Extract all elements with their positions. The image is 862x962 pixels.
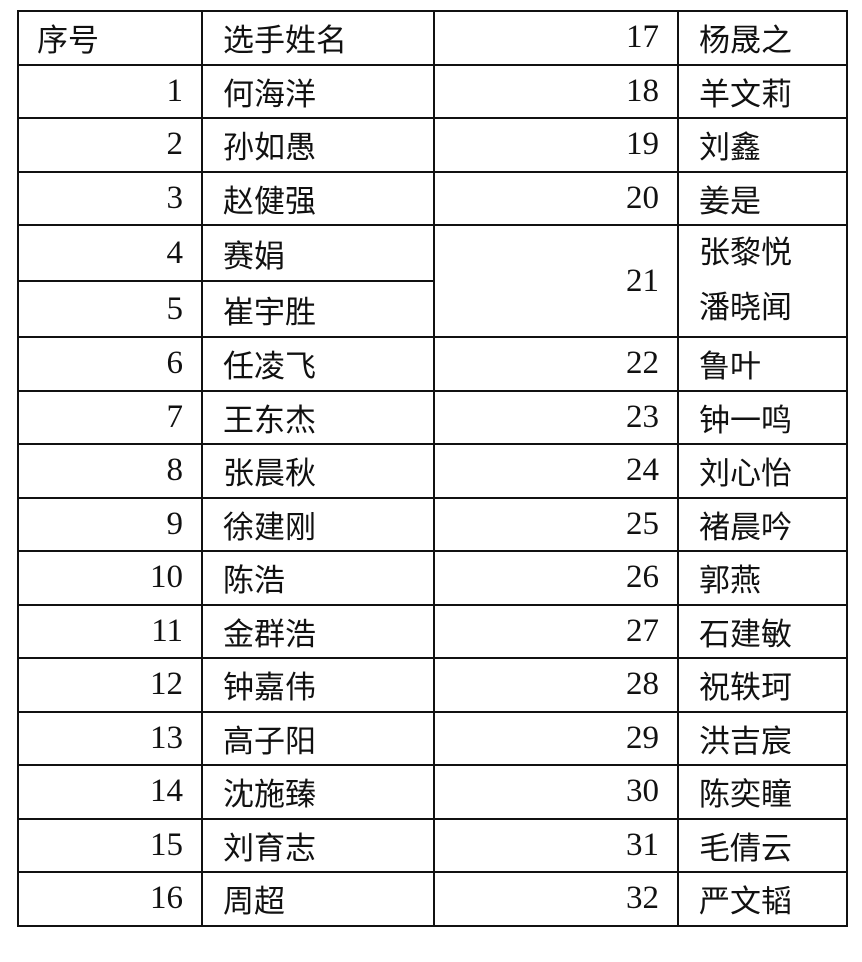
cell-number: 5 — [17, 280, 203, 338]
table-row: 15 刘育志 31 毛倩云 — [17, 817, 848, 873]
cell-number: 9 — [17, 496, 203, 552]
cell-number: 25 — [433, 496, 679, 552]
cell-number: 23 — [433, 389, 679, 445]
table-row: 5 崔宇胜 — [17, 280, 847, 338]
cell-name: 张晨秋 — [201, 443, 435, 499]
cell-number: 28 — [433, 657, 679, 713]
cell-name: 严文韬 — [677, 871, 848, 927]
table-row: 9 徐建刚 25 褚晨吟 — [17, 496, 848, 552]
cell-number: 22 — [433, 336, 679, 392]
cell-name: 周超 — [201, 871, 435, 927]
cell-number: 12 — [17, 657, 203, 713]
cell-name: 徐建刚 — [201, 496, 435, 552]
contestant-name: 张黎悦 — [699, 235, 792, 271]
cell-name: 高子阳 — [201, 710, 435, 766]
cell-name: 刘鑫 — [677, 117, 848, 173]
table-row: 12 钟嘉伟 28 祝轶珂 — [17, 657, 848, 713]
cell-name: 张黎悦 潘晓闻 — [677, 224, 848, 338]
cell-name: 褚晨吟 — [677, 496, 848, 552]
cell-number: 29 — [433, 710, 679, 766]
cell-name: 王东杰 — [201, 389, 435, 445]
cell-name: 赵健强 — [201, 170, 435, 226]
cell-number: 32 — [433, 871, 679, 927]
cell-number: 21 — [433, 224, 679, 338]
table-row: 11 金群浩 27 石建敏 — [17, 603, 848, 659]
cell-name: 金群浩 — [201, 603, 435, 659]
cell-number: 8 — [17, 443, 203, 499]
cell-name: 赛娟 — [201, 224, 435, 282]
cell-number: 18 — [433, 63, 679, 119]
cell-name: 刘育志 — [201, 817, 435, 873]
cell-name: 钟嘉伟 — [201, 657, 435, 713]
cell-number: 14 — [17, 764, 203, 820]
cell-number: 10 — [17, 550, 203, 606]
table-row: 8 张晨秋 24 刘心怡 — [17, 443, 848, 499]
cell-number: 1 — [17, 63, 203, 119]
cell-number: 26 — [433, 550, 679, 606]
header-name: 选手姓名 — [201, 10, 435, 66]
cell-name: 毛倩云 — [677, 817, 848, 873]
table-row: 6 任凌飞 22 鲁叶 — [17, 336, 848, 392]
cell-number: 13 — [17, 710, 203, 766]
cell-name: 陈浩 — [201, 550, 435, 606]
cell-name: 孙如愚 — [201, 117, 435, 173]
cell-name: 郭燕 — [677, 550, 848, 606]
cell-name: 何海洋 — [201, 63, 435, 119]
table-row: 3 赵健强 20 姜是 — [17, 170, 848, 226]
cell-name: 刘心怡 — [677, 443, 848, 499]
cell-name: 石建敏 — [677, 603, 848, 659]
table-row: 13 高子阳 29 洪吉宸 — [17, 710, 848, 766]
cell-number: 19 — [433, 117, 679, 173]
cell-number: 11 — [17, 603, 203, 659]
cell-name: 崔宇胜 — [201, 280, 435, 338]
cell-number: 27 — [433, 603, 679, 659]
cell-name: 陈奕瞳 — [677, 764, 848, 820]
cell-name: 沈施臻 — [201, 764, 435, 820]
table-row: 16 周超 32 严文韬 — [17, 871, 848, 927]
contestant-name: 潘晓闻 — [699, 290, 792, 326]
cell-number: 7 — [17, 389, 203, 445]
table-row: 7 王东杰 23 钟一鸣 — [17, 389, 848, 445]
cell-number: 30 — [433, 764, 679, 820]
cell-number: 6 — [17, 336, 203, 392]
table-row: 4 赛娟 21 张黎悦 潘晓闻 — [17, 224, 848, 338]
cell-name: 钟一鸣 — [677, 389, 848, 445]
cell-number: 16 — [17, 871, 203, 927]
cell-number: 20 — [433, 170, 679, 226]
header-number: 序号 — [17, 10, 203, 66]
cell-name: 祝轶珂 — [677, 657, 848, 713]
cell-number: 15 — [17, 817, 203, 873]
cell-name: 杨晟之 — [677, 10, 848, 66]
contestant-table: 序号 选手姓名 17 杨晟之 1 何海洋 18 羊文莉 2 孙如愚 19 刘鑫 3 赵健强 20 姜是… — [17, 10, 848, 927]
cell-number: 17 — [433, 10, 679, 66]
header-row: 序号 选手姓名 17 杨晟之 — [17, 10, 848, 66]
cell-number: 24 — [433, 443, 679, 499]
table-row: 1 何海洋 18 羊文莉 — [17, 63, 848, 119]
cell-name: 任凌飞 — [201, 336, 435, 392]
cell-number: 31 — [433, 817, 679, 873]
table-row: 2 孙如愚 19 刘鑫 — [17, 117, 848, 173]
table-row: 14 沈施臻 30 陈奕瞳 — [17, 764, 848, 820]
cell-number: 3 — [17, 170, 203, 226]
cell-name: 姜是 — [677, 170, 848, 226]
table-row: 10 陈浩 26 郭燕 — [17, 550, 848, 606]
cell-name: 洪吉宸 — [677, 710, 848, 766]
cell-number: 4 — [17, 224, 203, 282]
cell-name: 羊文莉 — [677, 63, 848, 119]
cell-number: 2 — [17, 117, 203, 173]
cell-name: 鲁叶 — [677, 336, 848, 392]
